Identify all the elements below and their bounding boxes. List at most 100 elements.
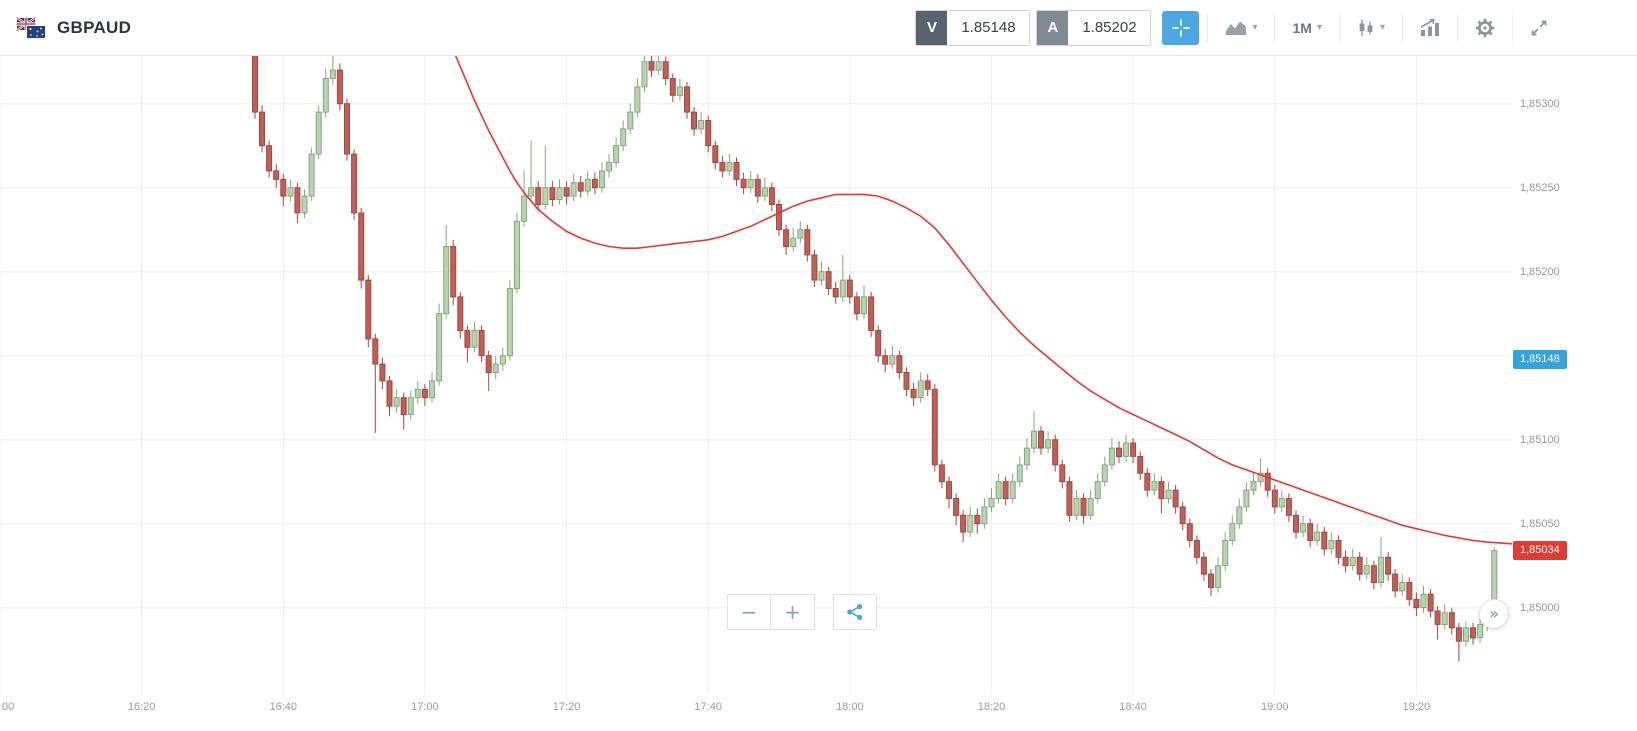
candle-style-dropdown[interactable]: ▾ (1348, 11, 1394, 45)
price-axis-label: 1,85100 (1520, 433, 1560, 446)
candle (1314, 531, 1321, 541)
candle (1038, 430, 1044, 449)
buy-label: A (1037, 10, 1069, 45)
price-axis-label: 1,85250 (1520, 181, 1560, 194)
toolbar-separator (1338, 13, 1340, 42)
last-price-axis-badge: 1,85034 (1513, 541, 1567, 561)
line-chart-icon (1226, 21, 1247, 35)
candle (386, 380, 393, 407)
candle (273, 170, 280, 180)
timeframe-label: 1M (1292, 19, 1312, 36)
candle (981, 506, 988, 525)
zoom-out-button[interactable]: − (727, 594, 771, 630)
time-axis-label: 17:20 (552, 701, 581, 713)
candle (584, 178, 591, 192)
candle (733, 162, 740, 180)
candle (776, 204, 782, 231)
candle (768, 187, 775, 205)
candle (1342, 556, 1349, 567)
candle (691, 111, 697, 130)
candle (1222, 540, 1229, 567)
candle (1420, 593, 1427, 609)
candle (542, 187, 549, 205)
candle (676, 86, 683, 96)
candle (889, 355, 896, 365)
candle (1250, 481, 1257, 491)
candle (627, 111, 634, 130)
candle (556, 187, 563, 200)
candle (1200, 556, 1207, 575)
candle (287, 187, 294, 197)
sell-price-value: 1.85148 (947, 10, 1030, 45)
buy-quote-button[interactable]: A 1.85202 (1036, 9, 1152, 46)
candle (599, 170, 605, 189)
candle (825, 271, 832, 290)
toolbar-separator (1207, 13, 1209, 42)
sell-quote-button[interactable]: V 1.85148 (915, 9, 1031, 46)
candle (861, 296, 867, 315)
candlestick-icon (1359, 19, 1373, 36)
candle (322, 78, 329, 113)
candle (1477, 623, 1484, 639)
candle (1179, 506, 1186, 525)
time-axis-label: 19:00 (1260, 701, 1289, 713)
indicators-icon (1420, 18, 1439, 36)
candle (1349, 556, 1356, 567)
candles-layer (252, 55, 1498, 662)
toolbar-separator (1274, 13, 1276, 42)
indicators-button[interactable] (1411, 11, 1449, 45)
candle (1094, 481, 1101, 500)
jump-to-latest-button[interactable]: » (1479, 599, 1509, 629)
candle (1151, 481, 1158, 491)
candle (549, 187, 556, 200)
candle (301, 195, 308, 214)
expand-icon (1531, 20, 1547, 35)
candle (606, 162, 612, 172)
chart-type-dropdown[interactable]: ▾ (1216, 11, 1266, 45)
share-button[interactable] (833, 594, 877, 630)
candle (1023, 447, 1030, 466)
candle (853, 296, 860, 315)
candle (754, 178, 761, 197)
candle (464, 330, 471, 348)
chart-header: GBPAUD V 1.85148 A 1.85202 (0, 0, 1637, 56)
candle (1186, 523, 1193, 542)
candle (967, 514, 974, 533)
candle (591, 178, 598, 189)
chevron-down-icon: ▾ (1379, 21, 1385, 33)
zoom-in-button[interactable]: + (771, 594, 815, 630)
time-axis-label: 18:20 (977, 701, 1006, 713)
candle (797, 229, 804, 239)
candle (336, 69, 343, 105)
share-icon (847, 604, 863, 620)
price-axis-label: 1,85200 (1520, 265, 1560, 278)
ma-line (454, 55, 1512, 545)
chevron-down-icon: ▾ (1316, 21, 1322, 33)
candle (1399, 582, 1406, 592)
candle (1031, 430, 1037, 449)
candle (315, 111, 322, 155)
candle (471, 330, 478, 348)
candle (910, 388, 917, 399)
fullscreen-button[interactable] (1521, 11, 1557, 45)
candle (407, 397, 414, 416)
candle (740, 178, 747, 189)
gear-icon (1475, 18, 1495, 37)
candle (613, 145, 620, 163)
candle (506, 288, 513, 357)
candle (684, 86, 690, 113)
candle (1045, 439, 1052, 449)
time-axis-label: 18:40 (1119, 701, 1147, 713)
settings-button[interactable] (1466, 11, 1504, 45)
candle (499, 355, 506, 365)
timeframe-dropdown[interactable]: 1M ▾ (1283, 11, 1330, 45)
candle (577, 182, 584, 192)
symbol-block: GBPAUD (0, 16, 131, 39)
crosshair-button[interactable] (1162, 10, 1200, 45)
candle (1392, 573, 1399, 592)
candle (1307, 523, 1314, 542)
candle (917, 380, 924, 399)
candle (436, 313, 443, 382)
candle (563, 187, 570, 197)
